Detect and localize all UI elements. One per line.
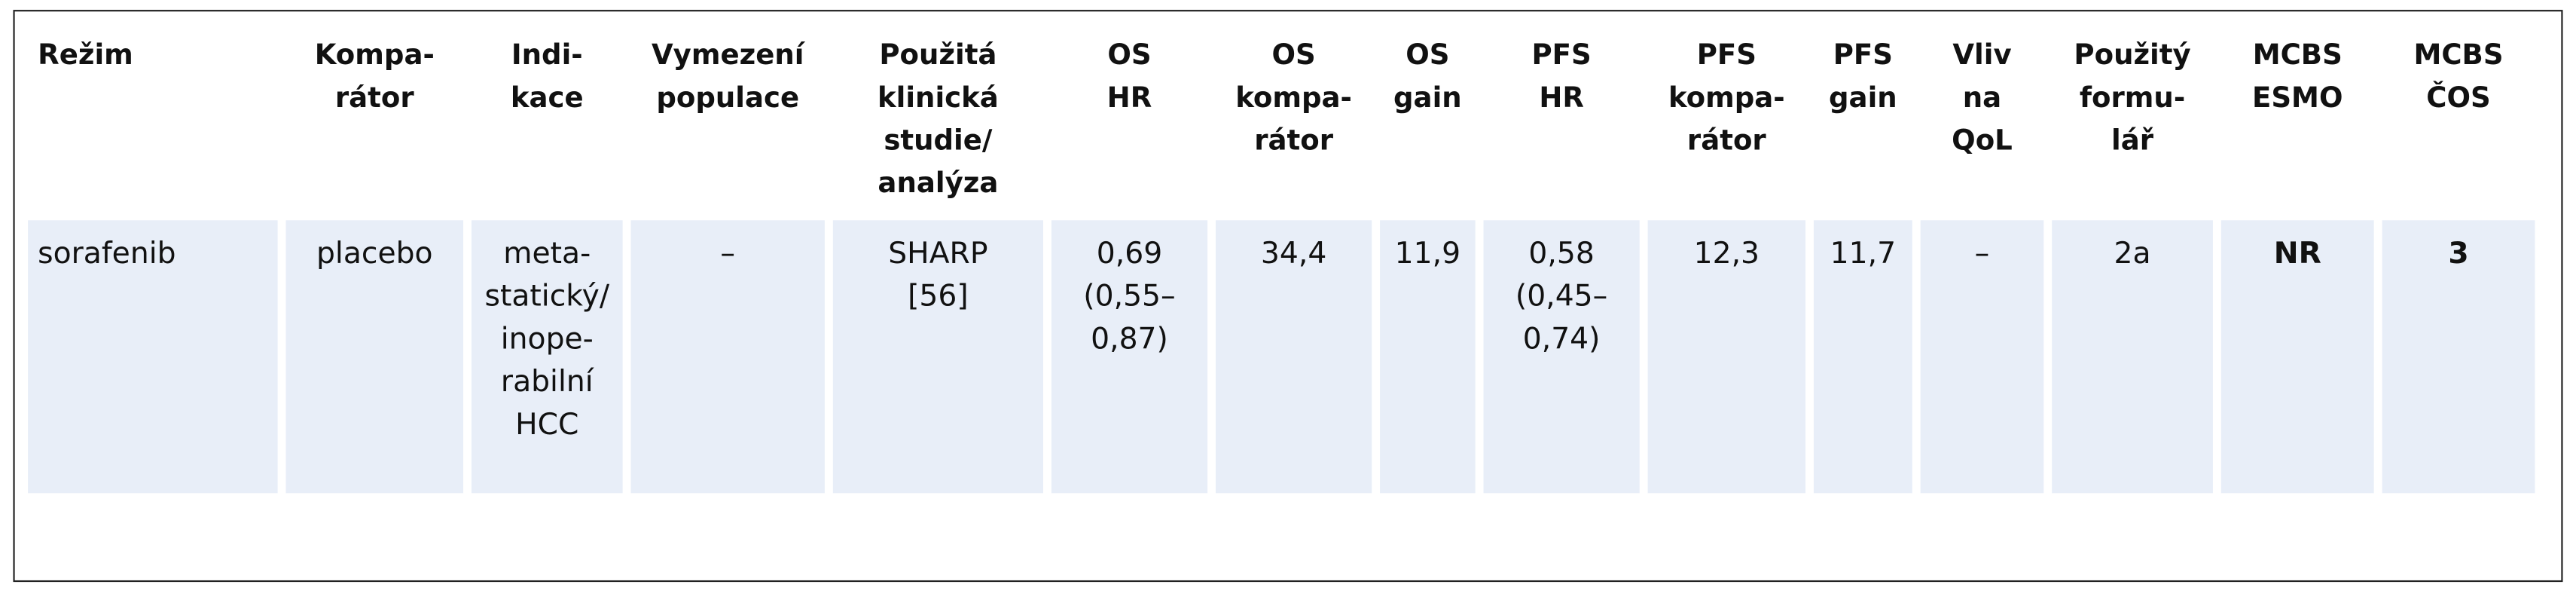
table-cell: – (630, 220, 825, 494)
table: Režim Kompa- rátor Indi- kace Vymezení popu… (20, 20, 2543, 501)
header-cell: PFS gain (1829, 39, 1897, 115)
header-cell: Kompa- rátor (314, 39, 435, 115)
table-cell: 0,69 (0,55– 0,87) (1051, 220, 1208, 494)
header-cell: Režim (38, 39, 133, 72)
table-cell: placebo (285, 220, 464, 494)
table-cell: NR (2220, 220, 2374, 494)
table-row: sorafenib placebo meta- statický/ inope- r… (28, 220, 2535, 494)
table-frame (13, 10, 2563, 583)
header-row: Režim Kompa- rátor Indi- kace Vymezení popu… (28, 28, 2535, 212)
table-cell: 34,4 (1216, 220, 1372, 494)
table-cell: 11,9 (1380, 220, 1476, 494)
table-cell: – (1920, 220, 2044, 494)
header-cell: Vymezení populace (651, 39, 804, 115)
header-cell: Použitý formu- lář (2074, 39, 2191, 158)
header-cell: PFS HR (1531, 39, 1592, 115)
header-cell: MCBS ESMO (2252, 39, 2343, 115)
table-cell: sorafenib (28, 220, 278, 494)
table-cell: 12,3 (1647, 220, 1806, 494)
table-body: sorafenib placebo meta- statický/ inope- r… (28, 220, 2535, 494)
table-cell: SHARP [56] (832, 220, 1043, 494)
header-cell: Indi- kace (510, 39, 584, 115)
header-cell: PFS kompa- rátor (1668, 39, 1785, 158)
table-cell: 0,58 (0,45– 0,74) (1483, 220, 1640, 494)
table-cell: meta- statický/ inope- rabilní HCC (471, 220, 623, 494)
table-cell: 2a (2052, 220, 2213, 494)
header-cell: OS gain (1393, 39, 1462, 115)
header-cell: Použitá klinická studie/ analýza (877, 39, 999, 201)
header-cell: OS kompa- rátor (1235, 39, 1352, 158)
table-cell: 11,7 (1813, 220, 1912, 494)
table-cell: 3 (2382, 220, 2535, 494)
header-cell: OS HR (1106, 39, 1152, 115)
header-cell: Vliv na QoL (1952, 39, 2013, 158)
header-cell: MCBS ČOS (2413, 39, 2504, 115)
